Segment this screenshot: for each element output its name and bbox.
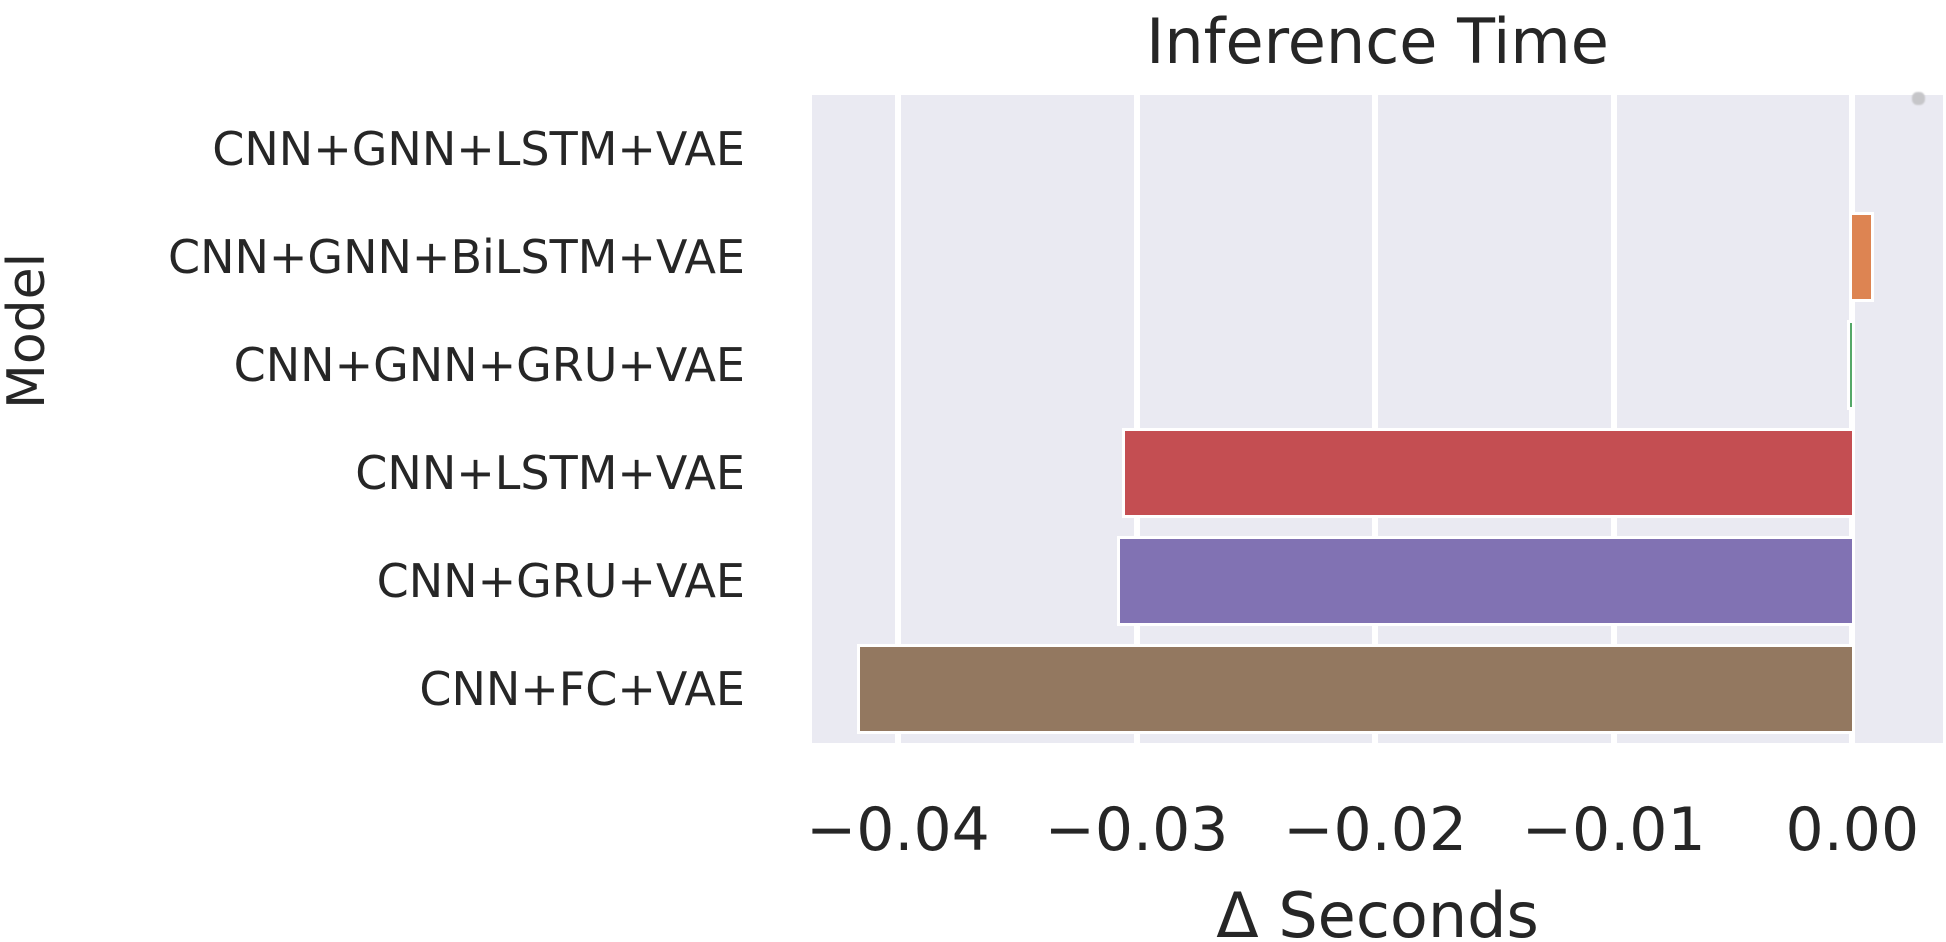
y-tick-label-cnn-gnn-bilstm-vae: CNN+GNN+BiLSTM+VAE bbox=[167, 230, 745, 284]
bar-cnn-gnn-gru-vae bbox=[1849, 323, 1853, 407]
bar-cnn-lstm-vae bbox=[1124, 431, 1853, 515]
bar-cnn-gnn-bilstm-vae bbox=[1852, 215, 1872, 299]
gridline-x--0.01 bbox=[1610, 95, 1617, 743]
x-tick-label-3: −0.01 bbox=[1521, 795, 1706, 865]
y-tick-labels: CNN+GNN+LSTM+VAE CNN+GNN+BiLSTM+VAE CNN+GN… bbox=[0, 95, 745, 743]
gridline-x--0.04 bbox=[894, 95, 901, 743]
gridline-x--0.02 bbox=[1372, 95, 1379, 743]
gridline-x-0 bbox=[1849, 95, 1856, 743]
plot-area bbox=[812, 92, 1943, 743]
x-tick-label-4: 0.00 bbox=[1785, 795, 1920, 865]
y-tick-label-cnn-fc-vae: CNN+FC+VAE bbox=[419, 662, 745, 716]
x-tick-label-1: −0.03 bbox=[1044, 795, 1229, 865]
gridline-x--0.03 bbox=[1133, 95, 1140, 743]
x-tick-labels: −0.04 −0.03 −0.02 −0.01 0.00 bbox=[0, 798, 1946, 864]
x-tick-label-2: −0.02 bbox=[1283, 795, 1468, 865]
stray-dot-marker bbox=[1912, 92, 1925, 105]
x-axis-label: Δ Seconds bbox=[1216, 879, 1539, 942]
bar-cnn-fc-vae bbox=[859, 647, 1853, 731]
y-tick-label-cnn-lstm-vae: CNN+LSTM+VAE bbox=[355, 446, 745, 500]
y-tick-label-cnn-gru-vae: CNN+GRU+VAE bbox=[376, 554, 745, 608]
y-tick-label-cnn-gnn-gru-vae: CNN+GNN+GRU+VAE bbox=[233, 338, 745, 392]
x-tick-label-0: −0.04 bbox=[805, 795, 990, 865]
chart-title: Inference Time bbox=[1146, 5, 1609, 78]
bar-cnn-gru-vae bbox=[1119, 539, 1853, 623]
y-tick-label-cnn-gnn-lstm-vae: CNN+GNN+LSTM+VAE bbox=[212, 122, 745, 176]
